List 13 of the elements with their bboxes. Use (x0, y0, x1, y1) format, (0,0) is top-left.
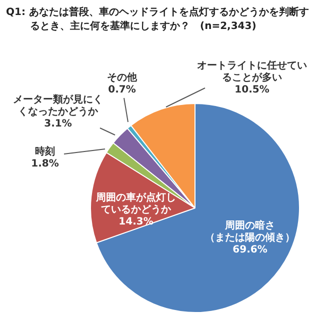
data-label: 14.3% (118, 216, 154, 228)
slice-label: 時刻 (35, 146, 55, 158)
slice-label: 周囲の車が点灯しているかどうか (95, 192, 176, 216)
slice-label: メーター類が見にくくなったかどうか (13, 94, 103, 118)
slice-label: その他 (107, 72, 138, 84)
data-label: 1.8% (31, 158, 59, 170)
slice-label: オートライトに任せていることが多い (197, 60, 307, 84)
slice-label: 周囲の暗さ（または陽の傾き） (205, 220, 295, 244)
chart-title: Q1: あなたは普段、車のヘッドライトを点灯するかどうかを判断するとき、主に何を基準にしますか？ (n=2,343) (5, 5, 310, 34)
data-label: 10.5% (234, 84, 270, 96)
data-label: 69.6% (232, 244, 268, 256)
data-label: 3.1% (44, 118, 72, 130)
data-label: 0.7% (108, 84, 136, 96)
